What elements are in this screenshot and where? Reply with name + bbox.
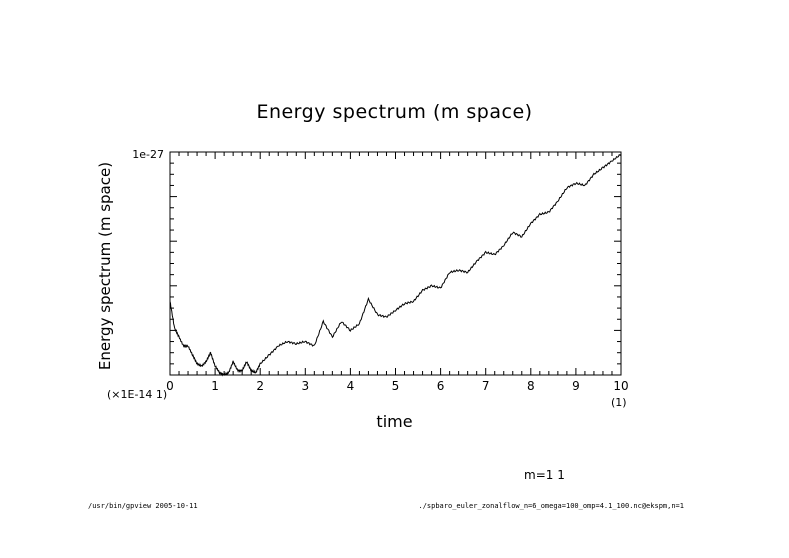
y-tick-label: 1e-27 — [132, 148, 164, 161]
chart-title: Energy spectrum (m space) — [256, 101, 533, 123]
footer-left: /usr/bin/gpview 2005-10-11 — [88, 502, 198, 510]
legend-label: m=1 1 — [524, 468, 565, 482]
x-tick-label: 2 — [256, 379, 264, 393]
footer-right: ./spbaro_euler_zonalflow_n=6_omega=100_o… — [418, 502, 684, 510]
x-axis-label: time — [376, 412, 413, 431]
x-tick-label: 8 — [527, 379, 535, 393]
x-tick-label: 6 — [437, 379, 445, 393]
x-tick-label: 9 — [572, 379, 580, 393]
series-line-m1 — [169, 153, 622, 377]
x-tick-label: 4 — [347, 379, 355, 393]
y-multiplier-label: (×1E-14 1) — [107, 388, 168, 401]
x-tick-label: 10 — [613, 379, 628, 393]
y-axis-label: Energy spectrum (m space) — [96, 161, 114, 371]
x-tick-label: 0 — [166, 379, 174, 393]
axis-ticks — [169, 151, 622, 376]
x-tick-label: 1 — [211, 379, 219, 393]
plot-frame — [169, 151, 622, 376]
x-tick-label: 5 — [392, 379, 400, 393]
x-tick-label: 7 — [482, 379, 490, 393]
x-tick-label: 3 — [301, 379, 309, 393]
x-multiplier-label: (1) — [611, 396, 627, 409]
x-tick-labels: 0 1 2 3 4 5 6 7 8 9 10 — [166, 379, 628, 393]
